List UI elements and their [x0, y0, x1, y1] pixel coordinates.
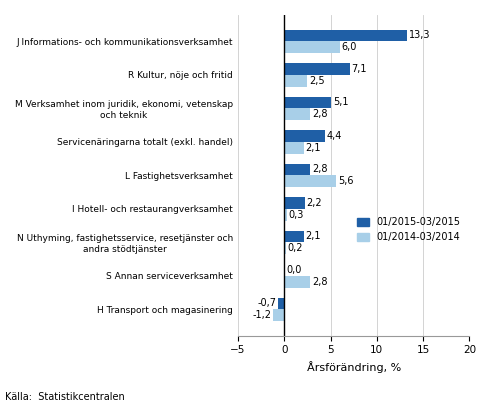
Text: 2,1: 2,1: [305, 143, 321, 153]
Bar: [284, 242, 286, 254]
Bar: [284, 108, 310, 120]
Text: 2,5: 2,5: [309, 76, 325, 86]
Text: 5,6: 5,6: [338, 176, 354, 186]
Bar: [284, 209, 287, 221]
Bar: [284, 75, 307, 86]
Text: 2,8: 2,8: [312, 109, 327, 119]
Bar: [284, 175, 336, 187]
Bar: [284, 142, 304, 154]
Bar: [273, 309, 284, 321]
Bar: [284, 164, 310, 175]
Bar: [284, 29, 408, 41]
X-axis label: Årsförändring, %: Årsförändring, %: [306, 361, 401, 373]
Text: 0,0: 0,0: [286, 265, 301, 275]
Text: 7,1: 7,1: [352, 64, 367, 74]
Bar: [284, 130, 325, 142]
Text: Källa:  Statistikcentralen: Källa: Statistikcentralen: [5, 392, 125, 402]
Bar: [284, 197, 304, 209]
Text: 5,1: 5,1: [333, 97, 349, 107]
Bar: [284, 63, 350, 75]
Text: 2,8: 2,8: [312, 277, 327, 287]
Text: 2,8: 2,8: [312, 164, 327, 175]
Text: 13,3: 13,3: [409, 30, 431, 40]
Text: 2,2: 2,2: [306, 198, 322, 208]
Text: 4,4: 4,4: [327, 131, 342, 141]
Bar: [284, 276, 310, 288]
Text: 6,0: 6,0: [342, 42, 357, 52]
Text: -1,2: -1,2: [252, 310, 272, 320]
Text: 0,2: 0,2: [288, 243, 303, 253]
Text: 2,1: 2,1: [305, 231, 321, 242]
Legend: 01/2015-03/2015, 01/2014-03/2014: 01/2015-03/2015, 01/2014-03/2014: [354, 214, 464, 246]
Bar: [284, 41, 340, 53]
Text: 0,3: 0,3: [289, 210, 304, 220]
Bar: [284, 97, 331, 108]
Bar: [278, 298, 284, 309]
Text: -0,7: -0,7: [257, 299, 276, 309]
Bar: [284, 231, 304, 242]
